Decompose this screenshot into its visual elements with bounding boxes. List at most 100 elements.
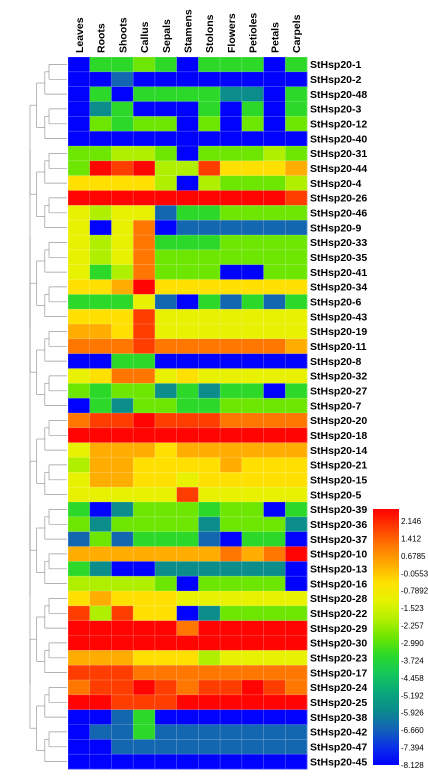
heatmap-cell — [154, 175, 178, 191]
heatmap-cell — [89, 86, 112, 102]
heatmap-cell — [89, 635, 112, 651]
heatmap-cell — [176, 71, 199, 88]
heatmap-cell — [263, 338, 286, 355]
heatmap-cell — [285, 724, 308, 740]
heatmap-cell — [241, 694, 264, 711]
heatmap-cell — [198, 442, 221, 458]
heatmap-cell — [241, 546, 264, 562]
heatmap-cell — [68, 175, 91, 191]
heatmap-cell — [111, 546, 134, 562]
heatmap-cell — [241, 86, 264, 102]
heatmap-cell — [220, 472, 243, 488]
row-label: StHsp20-3 — [310, 104, 362, 116]
heatmap-cell — [241, 383, 264, 399]
heatmap-cell — [133, 131, 156, 147]
heatmap-cell — [133, 71, 156, 88]
heatmap-cell — [68, 160, 91, 177]
row-label: StHsp20-41 — [310, 267, 367, 279]
heatmap-cell — [220, 101, 243, 117]
heatmap-cell — [220, 487, 243, 503]
heatmap-cell — [133, 383, 156, 399]
heatmap-cell — [111, 160, 134, 177]
heatmap-cell — [285, 294, 308, 310]
heatmap-cell — [68, 146, 91, 162]
heatmap-cell — [241, 591, 264, 607]
heatmap-cell — [285, 650, 308, 666]
heatmap-cell — [263, 472, 286, 488]
heatmap-cell — [241, 635, 264, 651]
heatmap-cell — [220, 413, 243, 429]
heatmap-cell — [176, 739, 199, 755]
heatmap-cell — [220, 324, 243, 340]
heatmap-cell — [154, 442, 178, 458]
heatmap-cell — [154, 561, 178, 577]
heatmap-cell — [263, 502, 286, 518]
heatmap-cell — [154, 620, 178, 636]
heatmap-cell — [176, 86, 199, 102]
heatmap-cell — [198, 190, 221, 206]
heatmap-cell — [68, 739, 91, 755]
heatmap-cell — [111, 487, 134, 503]
heatmap-cell — [89, 175, 112, 191]
heatmap-cell — [263, 516, 286, 533]
heatmap-cell — [111, 413, 134, 429]
heatmap-cell — [111, 116, 134, 132]
heatmap-cell — [176, 576, 199, 592]
heatmap-cell — [263, 160, 286, 177]
heatmap-cell — [241, 576, 264, 592]
heatmap-cell — [133, 739, 156, 755]
row-label: StHsp20-11 — [310, 341, 367, 353]
row-dendrogram — [29, 64, 67, 762]
heatmap-cell — [176, 57, 199, 73]
heatmap-cell — [154, 86, 178, 102]
heatmap-cell — [133, 57, 156, 73]
heatmap-cell — [154, 457, 178, 473]
heatmap-cell — [241, 665, 264, 681]
heatmap-cell — [68, 709, 91, 725]
heatmap-cell — [198, 427, 221, 444]
row-label: StHsp20-16 — [310, 578, 367, 590]
heatmap-cell — [263, 368, 286, 384]
row-label: StHsp20-12 — [310, 119, 367, 131]
heatmap-cell — [241, 368, 264, 384]
heatmap-cell — [198, 264, 221, 280]
heatmap-cell — [198, 709, 221, 725]
heatmap-cell — [154, 235, 178, 251]
heatmap-cell — [111, 353, 134, 369]
heatmap-cell — [176, 561, 199, 577]
heatmap-cell — [263, 205, 286, 221]
heatmap-cell — [241, 101, 264, 117]
heatmap-cell — [241, 724, 264, 740]
heatmap-cell — [89, 264, 112, 280]
heatmap-cell — [176, 472, 199, 488]
heatmap-cell — [176, 338, 199, 355]
heatmap-cell — [263, 546, 286, 562]
heatmap-cell — [111, 338, 134, 355]
heatmap-cell — [263, 531, 286, 547]
heatmap-cell — [220, 665, 243, 681]
row-label: StHsp20-34 — [310, 282, 367, 294]
heatmap-cell — [241, 709, 264, 725]
heatmap-cell — [285, 86, 308, 102]
heatmap-cell — [176, 442, 199, 458]
heatmap-cell — [176, 591, 199, 607]
heatmap-cell — [198, 86, 221, 102]
heatmap-cell — [111, 650, 134, 666]
row-label: StHsp20-17 — [310, 667, 367, 679]
color-scale-label: -7.394 — [401, 744, 424, 753]
row-label: StHsp20-2 — [310, 74, 362, 86]
heatmap-cell — [111, 383, 134, 399]
heatmap-cell — [220, 220, 243, 236]
row-label: StHsp20-8 — [310, 356, 362, 368]
row-label: StHsp20-42 — [310, 727, 367, 739]
heatmap-cell — [133, 86, 156, 102]
heatmap-cell — [111, 309, 134, 325]
heatmap-cell — [176, 309, 199, 325]
column-label: Callus — [139, 21, 151, 53]
heatmap-cell — [154, 190, 178, 206]
heatmap-cell — [154, 739, 178, 755]
heatmap-cell — [285, 576, 308, 592]
heatmap-cell — [198, 146, 221, 162]
heatmap-cell — [285, 279, 308, 295]
heatmap-cell — [111, 398, 134, 414]
